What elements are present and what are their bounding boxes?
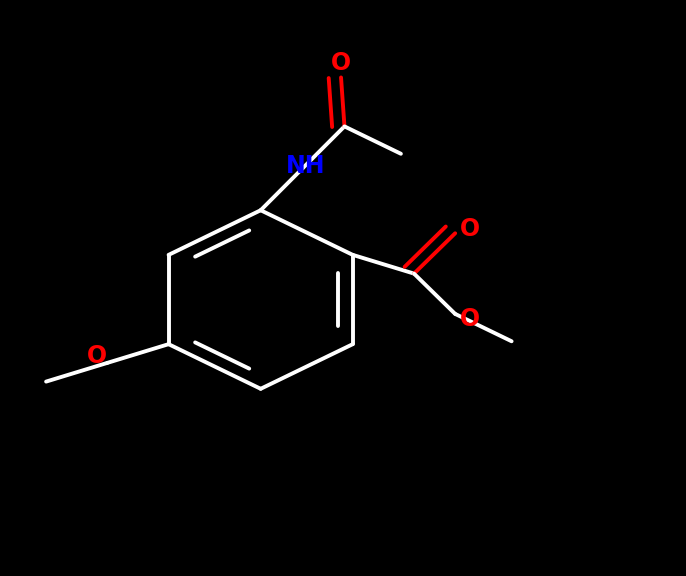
Text: O: O — [87, 344, 107, 368]
Text: O: O — [460, 306, 480, 331]
Text: O: O — [460, 217, 480, 241]
Text: NH: NH — [285, 154, 325, 178]
Text: O: O — [331, 51, 351, 75]
